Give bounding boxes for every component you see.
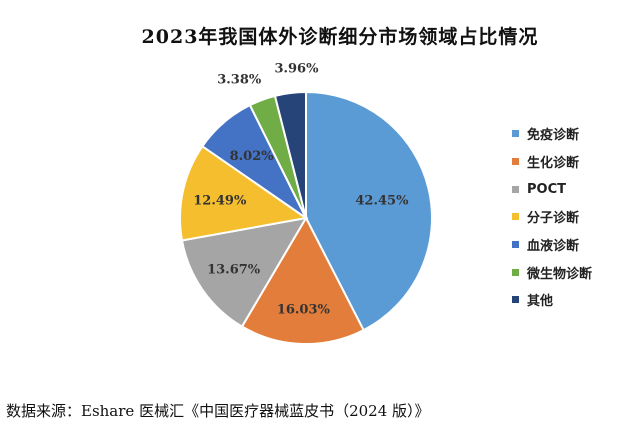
chart-legend: 免疫诊断生化诊断 POCT 分子诊断血液诊断微生物诊断其他 <box>512 120 637 314</box>
legend-item: 血液诊断 <box>512 231 637 259</box>
legend-item: 微生物诊断 <box>512 258 637 286</box>
legend-item: 其他 <box>512 286 637 314</box>
slice-label-1: 42.45% <box>355 194 409 209</box>
legend-item: 免疫诊断 <box>512 120 637 148</box>
slice-label-3: 13.67% <box>207 262 261 277</box>
chart-title: 2023年我国体外诊断细分市场领域占比情况 <box>141 26 539 48</box>
slice-label-6: 3.38% <box>217 72 262 87</box>
slice-label-7: 3.96% <box>274 62 319 77</box>
pie-slice-3 <box>180 216 308 328</box>
legend-swatch <box>512 268 519 276</box>
legend-label: 血液诊断 <box>527 239 580 255</box>
slice-label-5: 8.02% <box>230 149 275 164</box>
legend-label: POCT <box>527 181 566 197</box>
pie-slice-2 <box>240 215 365 345</box>
legend-item: 分子诊断 <box>512 203 637 231</box>
legend-label: 免疫诊断 <box>527 128 580 144</box>
legend-swatch <box>512 296 519 304</box>
legend-swatch <box>512 185 519 193</box>
pie-slice-4 <box>179 144 309 242</box>
source-note: 数据来源：Eshare 医械汇《中国医疗器械蓝皮书（2024 版）》 <box>6 402 430 420</box>
slice-label-2: 16.03% <box>277 303 331 318</box>
legend-swatch <box>512 130 519 138</box>
pie-slice-7 <box>273 90 307 219</box>
legend-label: 微生物诊断 <box>527 266 593 282</box>
legend-label: 生化诊断 <box>527 156 580 172</box>
legend-label: 分子诊断 <box>527 211 580 227</box>
legend-swatch <box>512 241 519 249</box>
legend-label: 其他 <box>527 294 554 310</box>
slice-label-4: 12.49% <box>193 193 247 208</box>
legend-swatch <box>512 213 519 221</box>
legend-swatch <box>512 158 519 166</box>
pie-slice-1 <box>305 90 433 332</box>
legend-item: 生化诊断 <box>512 148 637 176</box>
legend-item: POCT <box>512 175 637 203</box>
